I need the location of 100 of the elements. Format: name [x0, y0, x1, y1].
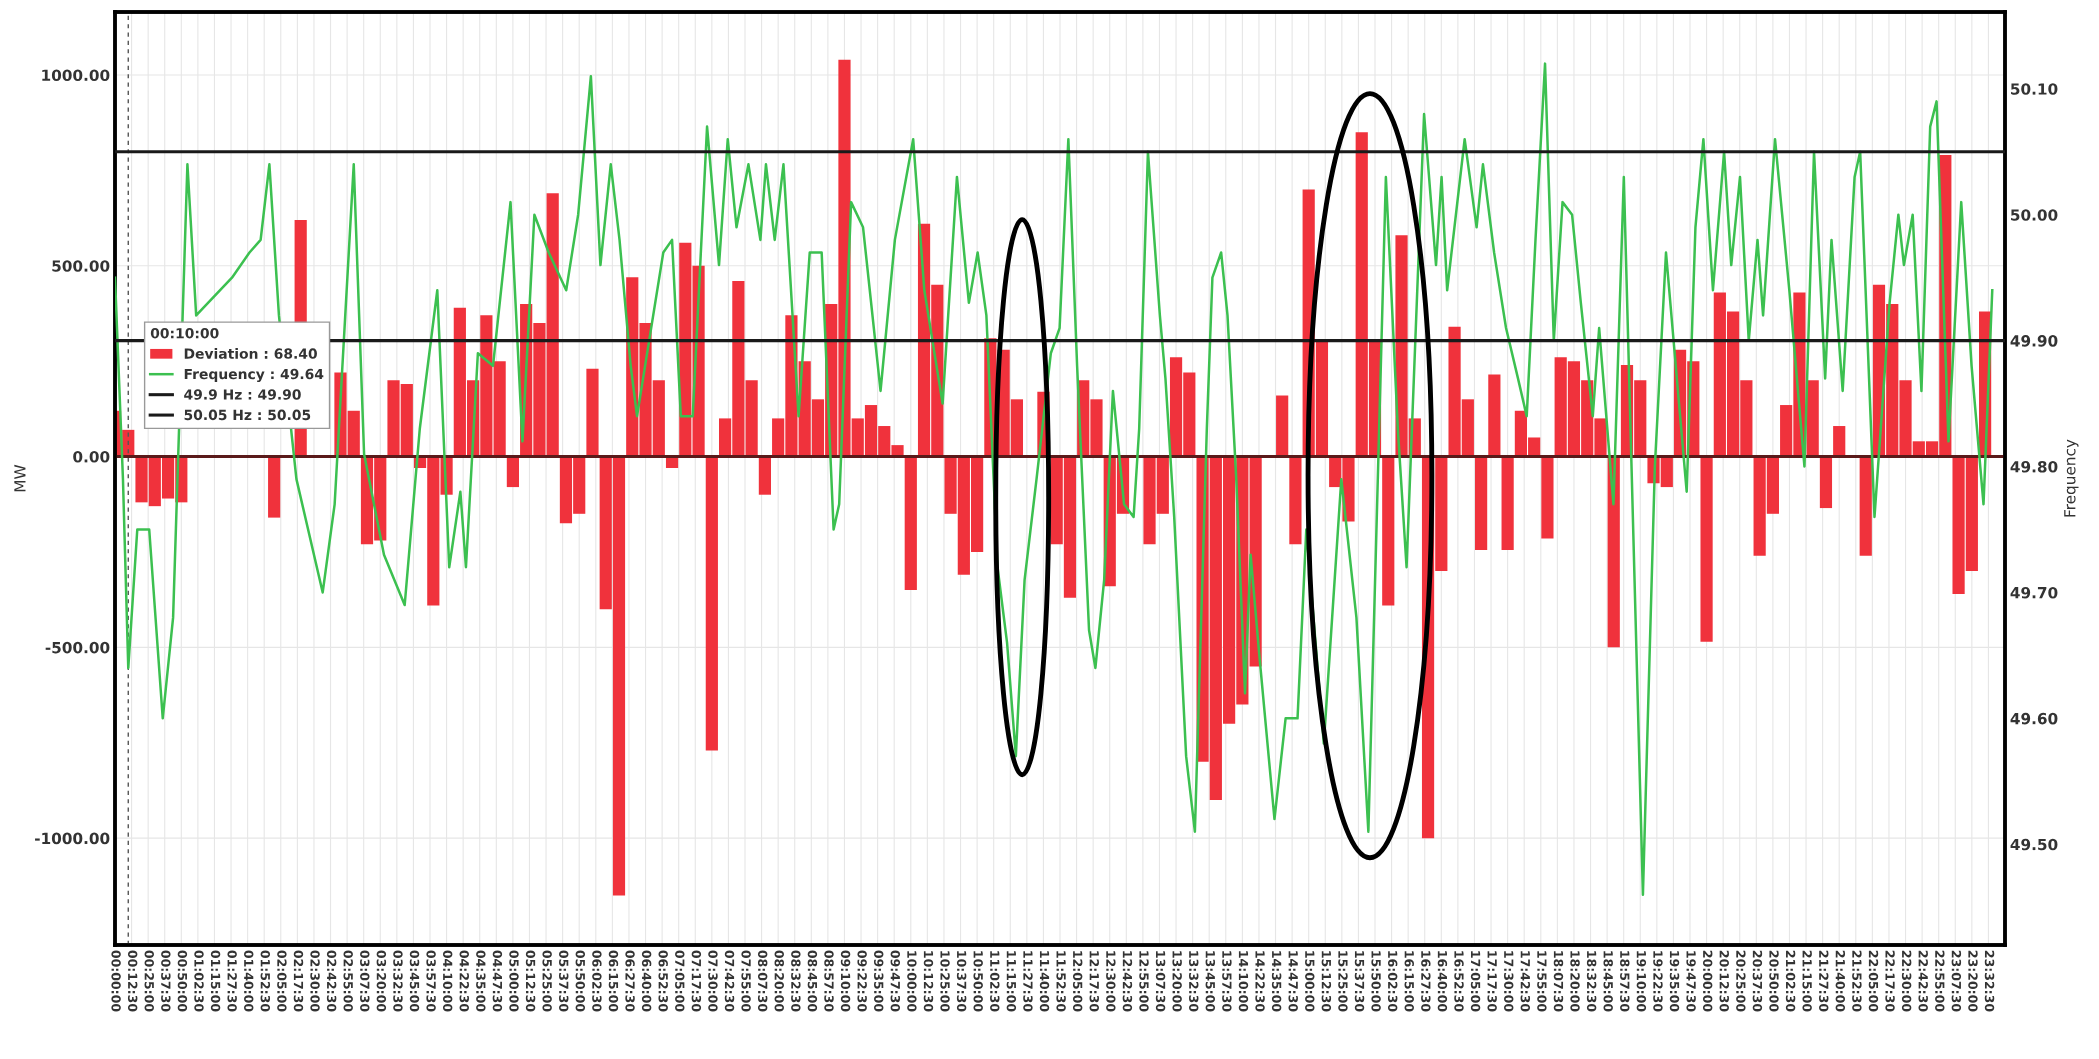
x-tick-label: 07:55:00: [741, 950, 751, 1012]
bar: [904, 456, 917, 591]
x-tick-label: 09:10:00: [840, 950, 851, 1012]
x-tick-label: 21:40:00: [1835, 950, 1846, 1012]
x-tick-label: 14:47:30: [1288, 951, 1298, 1012]
x-tick-label: 21:27:30: [1819, 950, 1829, 1012]
bar: [586, 368, 599, 457]
y2-tick-label: 50.10: [2011, 83, 2058, 95]
x-tick-label: 06:27:30: [625, 950, 635, 1012]
bar: [1819, 456, 1833, 509]
x-tick-label: 15:37:30: [1354, 951, 1365, 1012]
x-tick-label: 23:32:30: [1984, 950, 1995, 1012]
x-tick-label: 01:40:00: [244, 950, 254, 1012]
x-tick-label: 06:02:30: [592, 950, 602, 1012]
x-tick-label: 01:15:00: [210, 950, 221, 1012]
x-tick-label: 10:50:00: [973, 951, 983, 1012]
bar: [268, 456, 281, 518]
x-tick-label: 02:30:00: [310, 950, 320, 1012]
x-tick-label: 08:57:30: [824, 950, 834, 1012]
bar: [1541, 456, 1554, 539]
y2-axis-title: Frequency: [2064, 439, 2079, 517]
x-tick-label: 19:35:00: [1669, 951, 1680, 1012]
x-tick-label: 11:40:00: [1039, 951, 1050, 1012]
bar: [1806, 380, 1819, 457]
x-tick-label: 18:32:30: [1586, 951, 1597, 1012]
x-tick-label: 20:00:00: [1702, 950, 1713, 1012]
x-tick-label: 13:57:30: [1222, 951, 1232, 1012]
x-tick-label: 17:05:00: [1470, 951, 1481, 1012]
x-tick-label: 07:42:30: [724, 950, 735, 1012]
y-tick-label: 1000.00: [42, 69, 110, 81]
line-series: [115, 62, 1994, 896]
x-tick-label: 04:47:30: [492, 950, 503, 1012]
bar: [1833, 426, 1846, 457]
y-axis-title: MW: [14, 464, 26, 492]
legend-label: 49.9 Hz : 49.90: [184, 389, 301, 400]
x-tick-label: 07:30:00: [708, 950, 718, 1012]
legend-title: 00:10:00: [150, 327, 219, 339]
x-tick-label: 12:42:30: [1122, 951, 1133, 1012]
x-tick-label: 08:45:00: [807, 950, 818, 1012]
x-tick-label: 00:12:30: [127, 950, 138, 1012]
x-tick-label: 14:22:30: [1255, 951, 1265, 1012]
x-tick-label: 19:10:00: [1636, 951, 1647, 1012]
x-tick-label: 22:42:30: [1918, 950, 1928, 1012]
x-tick-label: 22:05:00: [1868, 950, 1879, 1012]
x-tick-label: 04:22:30: [459, 950, 469, 1012]
x-tick-label: 03:57:30: [426, 950, 436, 1012]
x-tick-label: 02:17:30: [293, 950, 304, 1012]
x-tick-label: 19:22:30: [1653, 951, 1663, 1012]
x-tick-label: 05:37:30: [559, 950, 569, 1012]
x-tick-label: 14:10:00: [1238, 951, 1249, 1012]
x-tick-label: 23:07:30: [1951, 950, 1962, 1012]
x-tick-label: 15:00:00: [1305, 951, 1315, 1012]
x-tick-label: 02:55:00: [343, 950, 353, 1012]
x-tick-label: 10:37:30: [956, 951, 967, 1012]
x-tick-label: 08:20:00: [774, 950, 784, 1012]
bar: [1276, 395, 1289, 457]
x-tick-label: 00:00:00: [111, 950, 121, 1012]
x-tick-label: 13:07:30: [1155, 951, 1166, 1012]
x-tick-label: 04:10:00: [442, 950, 453, 1012]
x-tick-label: 22:30:00: [1901, 950, 1912, 1012]
x-tick-label: 20:25:00: [1736, 950, 1746, 1012]
x-tick-label: 06:52:30: [658, 950, 668, 1012]
x-tick-label: 16:02:30: [1387, 951, 1398, 1012]
x-tick-label: 00:25:00: [144, 950, 154, 1012]
x-tick-label: 15:25:00: [1338, 951, 1348, 1012]
x-tick-label: 02:42:30: [326, 950, 337, 1012]
x-tick-label: 07:17:30: [691, 950, 702, 1012]
x-tick-label: 10:25:00: [940, 951, 950, 1012]
x-tick-label: 16:15:00: [1404, 951, 1414, 1012]
x-tick-label: 15:12:30: [1321, 951, 1332, 1012]
x-tick-label: 16:40:00: [1437, 951, 1448, 1012]
y2-tick-label: 49.60: [2010, 712, 2058, 725]
bar: [705, 456, 718, 751]
x-tick-label: 05:25:00: [542, 950, 552, 1012]
x-tick-label: 01:27:30: [227, 950, 237, 1012]
bar: [506, 456, 519, 488]
x-tick-label: 09:35:00: [874, 950, 884, 1012]
x-tick-label: 12:30:00: [1106, 951, 1116, 1012]
x-tick-label: 02:05:00: [277, 950, 287, 1012]
x-tick-label: 12:55:00: [1139, 951, 1149, 1012]
x-tick-label: 18:20:00: [1570, 951, 1580, 1012]
x-tick-label: 18:45:00: [1603, 951, 1613, 1012]
x-tick-label: 05:12:30: [525, 950, 536, 1012]
bar: [1289, 456, 1302, 545]
x-tick-label: 17:17:30: [1487, 951, 1497, 1012]
legend-label: Deviation : 68.40: [184, 348, 317, 359]
x-tick-label: 06:15:00: [608, 950, 619, 1012]
bar: [1501, 456, 1514, 551]
x-tick-label: 22:55:00: [1935, 950, 1945, 1012]
x-tick-label: 12:17:30: [1089, 951, 1099, 1012]
bar: [493, 361, 506, 457]
x-tick-label: 08:07:30: [757, 950, 768, 1012]
x-tick-label: 17:42:30: [1520, 951, 1531, 1012]
x-tick-label: 18:57:30: [1620, 951, 1630, 1012]
x-tick-label: 09:47:30: [890, 950, 901, 1012]
bar: [1700, 456, 1713, 642]
x-tick-label: 00:37:30: [161, 950, 171, 1012]
y2-tick-label: 49.80: [2010, 461, 2058, 473]
x-tick-label: 00:50:00: [177, 950, 188, 1012]
x-tick-label: 15:50:00: [1371, 951, 1381, 1012]
